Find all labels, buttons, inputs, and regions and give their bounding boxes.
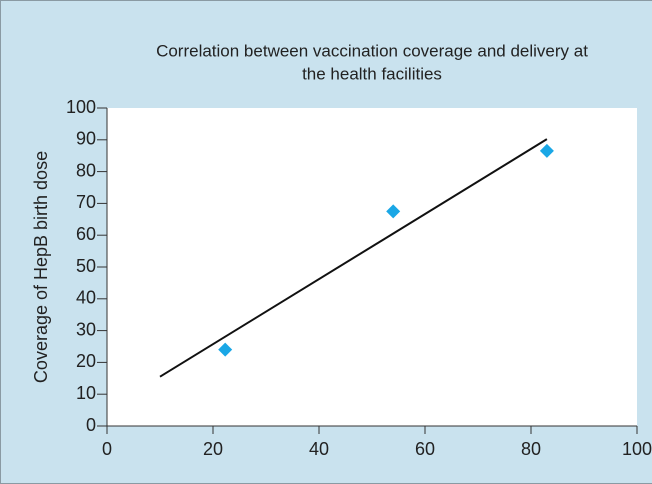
y-axis-label: Coverage of HepB birth dose bbox=[31, 151, 51, 383]
y-tick-label: 70 bbox=[76, 192, 96, 212]
chart-title: Correlation between vaccination coverage… bbox=[156, 41, 588, 60]
trend-line bbox=[159, 138, 548, 378]
y-tick-label: 90 bbox=[76, 129, 96, 149]
x-tick-label: 20 bbox=[203, 439, 223, 459]
data-point bbox=[218, 342, 233, 357]
x-tick-label: 80 bbox=[521, 439, 541, 459]
y-tick-label: 20 bbox=[76, 351, 96, 371]
y-tick-label: 10 bbox=[76, 383, 96, 403]
plot-area bbox=[107, 108, 637, 426]
y-tick-label: 50 bbox=[76, 256, 96, 276]
data-point bbox=[386, 204, 401, 219]
data-point bbox=[539, 143, 554, 158]
y-tick-label: 40 bbox=[76, 288, 96, 308]
x-tick-label: 0 bbox=[102, 439, 112, 459]
x-tick-label: 60 bbox=[415, 439, 435, 459]
x-tick-label: 40 bbox=[309, 439, 329, 459]
y-tick-label: 80 bbox=[76, 160, 96, 180]
y-tick-label: 100 bbox=[66, 97, 96, 117]
y-tick-label: 0 bbox=[86, 415, 96, 435]
y-tick-label: 30 bbox=[76, 319, 96, 339]
y-tick-label: 60 bbox=[76, 224, 96, 244]
x-tick-label: 100 bbox=[622, 439, 652, 459]
chart-title: the health facilities bbox=[302, 64, 442, 83]
